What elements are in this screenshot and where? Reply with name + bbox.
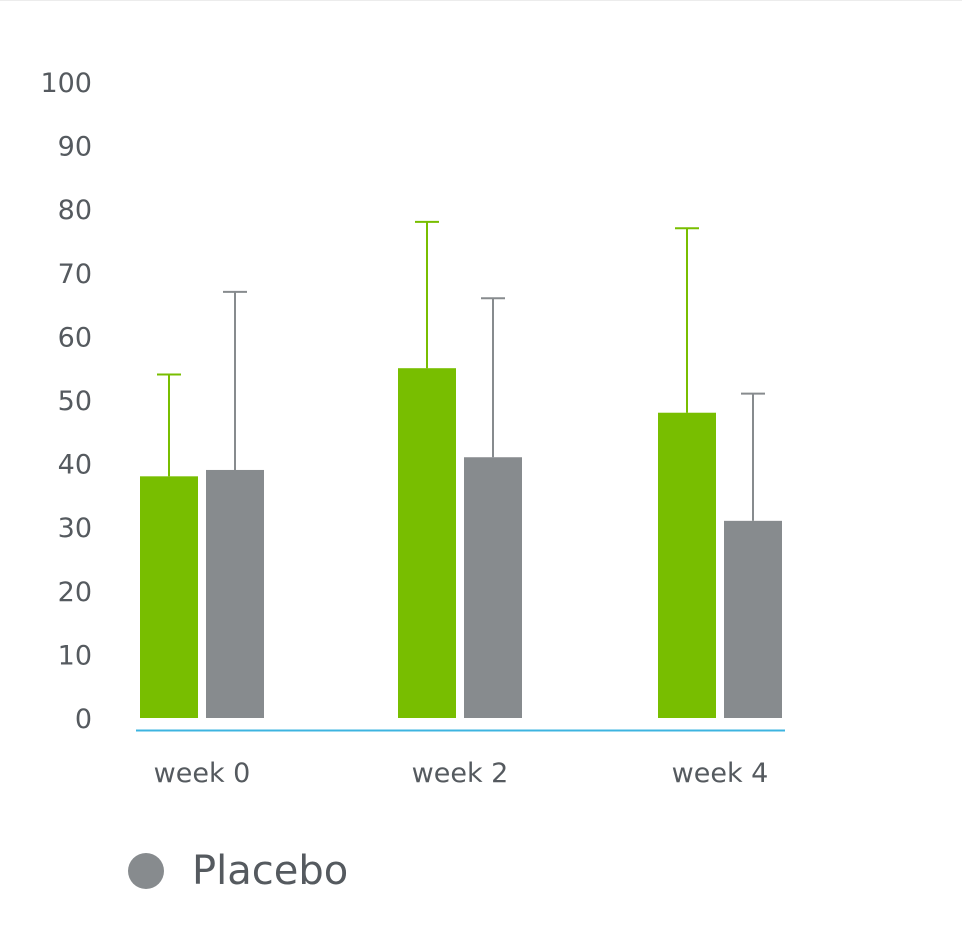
bar [398,368,456,718]
x-tick-label: week 0 [154,758,251,789]
x-tick-label: week 2 [412,758,509,789]
error-bar [481,297,505,458]
bar [724,520,782,718]
bar [206,469,264,718]
error-bar [415,220,439,369]
legend-label-placebo: Placebo [192,848,349,894]
y-tick-label: 100 [40,68,92,99]
error-bar [157,373,181,477]
y-tick-label: 0 [75,704,92,735]
x-axis-labels: week 0 week 2 week 4 [154,758,769,789]
top-border [0,0,962,1]
y-tick-label: 40 [58,450,92,481]
error-bars [157,220,765,521]
y-tick-label: 60 [58,322,92,353]
bar [464,457,522,718]
y-tick-label: 30 [58,513,92,544]
error-bar [223,290,247,470]
y-tick-label: 50 [58,386,92,417]
y-tick-label: 20 [58,577,92,608]
bar [140,476,198,718]
y-axis-ticks: 0 10 20 30 40 50 60 70 80 90 100 [40,68,92,735]
legend-marker-placebo [128,853,164,889]
y-tick-label: 70 [58,259,92,290]
error-bar [741,392,765,521]
y-tick-label: 10 [58,640,92,671]
bar [658,412,716,718]
y-tick-label: 90 [58,132,92,163]
y-tick-label: 80 [58,195,92,226]
error-bar [675,227,699,413]
x-tick-label: week 4 [672,758,769,789]
bars [140,368,782,718]
legend: Placebo [128,848,348,894]
